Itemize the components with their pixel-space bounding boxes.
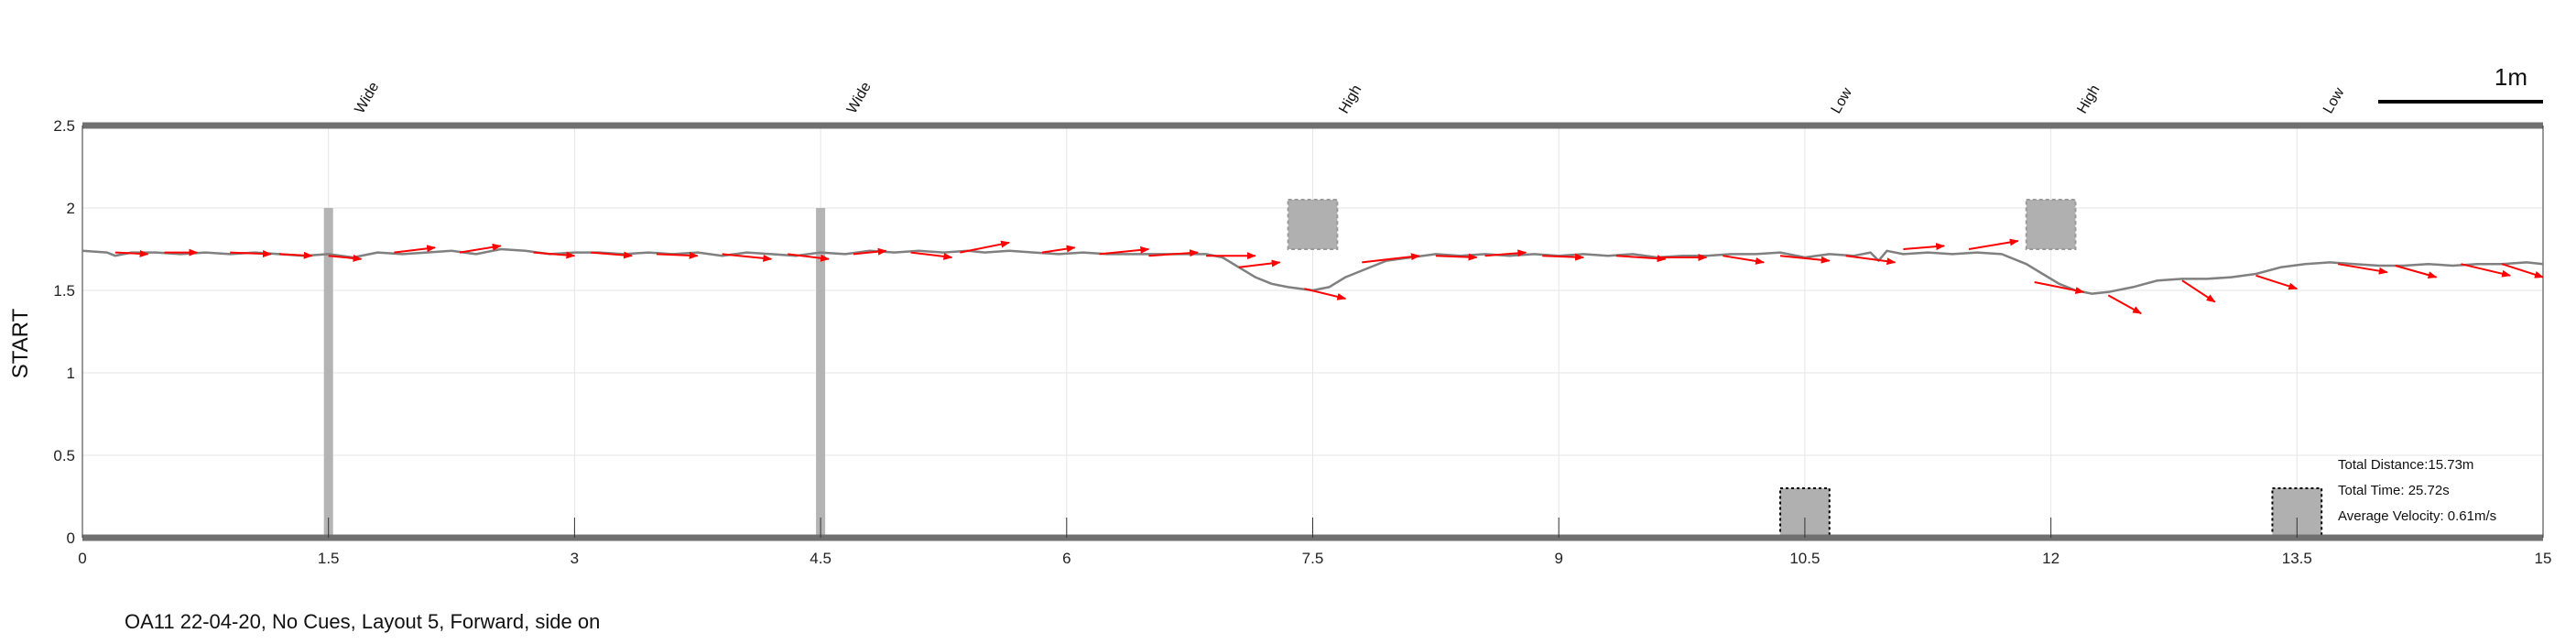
direction-arrow-30 bbox=[1903, 243, 1946, 251]
x-tick-label-5: 7.5 bbox=[1302, 550, 1324, 567]
cue-label-2: High bbox=[1336, 82, 1364, 116]
direction-arrow-32 bbox=[2034, 281, 2085, 294]
direction-arrow-4 bbox=[328, 254, 363, 262]
direction-arrow-22 bbox=[1435, 253, 1478, 261]
stats-box: Total Distance:15.73m Total Time: 25.72s… bbox=[2338, 457, 2496, 524]
direction-arrow-12 bbox=[853, 247, 887, 256]
total-distance: Total Distance:15.73m bbox=[2338, 457, 2473, 473]
direction-arrow-7 bbox=[533, 251, 576, 259]
x-tick-label-9: 13.5 bbox=[2282, 550, 2312, 567]
cue-label-5: Low bbox=[2321, 85, 2348, 116]
x-tick-label-3: 4.5 bbox=[810, 550, 831, 567]
x-tick-label-1: 1.5 bbox=[318, 550, 340, 567]
high-obstacle-2 bbox=[1287, 199, 1339, 250]
y-tick-label-5: 2.5 bbox=[53, 117, 75, 135]
direction-arrow-3 bbox=[278, 251, 313, 259]
direction-arrow-20 bbox=[1304, 288, 1347, 300]
direction-arrows bbox=[114, 238, 2544, 315]
figure-caption: OA11 22-04-20, No Cues, Layout 5, Forwar… bbox=[125, 610, 600, 633]
y-tick-label-4: 2 bbox=[67, 200, 75, 217]
y-tick-label-2: 1 bbox=[67, 365, 75, 382]
cue-label-0: Wide bbox=[352, 80, 382, 116]
direction-arrow-15 bbox=[1041, 245, 1076, 254]
scale-bar-label: 1m bbox=[2494, 63, 2527, 91]
direction-arrow-14 bbox=[960, 240, 1011, 254]
direction-arrow-25 bbox=[1615, 255, 1667, 263]
average-velocity: Average Velocity: 0.61m/s bbox=[2338, 508, 2496, 524]
direction-arrow-2 bbox=[230, 250, 273, 258]
y-tick-label-1: 0.5 bbox=[53, 447, 75, 464]
cue-label-4: High bbox=[2074, 82, 2103, 116]
axes bbox=[82, 122, 2544, 541]
direction-arrow-35 bbox=[2255, 274, 2299, 290]
x-tick-label-8: 12 bbox=[2042, 550, 2060, 567]
cue-labels: Wide Wide High Low High Low bbox=[352, 80, 2347, 116]
x-tick-label-10: 15 bbox=[2535, 550, 2552, 567]
direction-arrow-34 bbox=[2181, 279, 2216, 303]
direction-arrow-33 bbox=[2107, 294, 2142, 315]
grid-lines bbox=[82, 125, 2544, 539]
direction-arrow-16 bbox=[1099, 246, 1150, 256]
direction-arrow-39 bbox=[2501, 263, 2544, 278]
y-tick-label-3: 1.5 bbox=[53, 282, 75, 300]
direction-arrow-6 bbox=[459, 243, 502, 254]
direction-arrow-21 bbox=[1362, 253, 1420, 264]
direction-arrow-11 bbox=[788, 253, 831, 262]
direction-arrow-36 bbox=[2337, 263, 2388, 275]
wide-obstacle-1 bbox=[816, 208, 826, 538]
direction-arrow-17 bbox=[1148, 249, 1200, 257]
direction-arrow-28 bbox=[1779, 255, 1831, 264]
high-obstacle-4 bbox=[2025, 199, 2077, 250]
x-tick-label-6: 9 bbox=[1554, 550, 1562, 567]
wide-obstacle-0 bbox=[323, 208, 333, 538]
direction-arrow-24 bbox=[1542, 253, 1585, 261]
obstacles bbox=[323, 199, 2323, 539]
scale-bar: 1m bbox=[2378, 63, 2543, 104]
direction-arrow-27 bbox=[1723, 255, 1766, 265]
x-tick-label-2: 3 bbox=[571, 550, 579, 567]
cue-label-1: Wide bbox=[844, 80, 875, 116]
x-tick-label-0: 0 bbox=[78, 550, 86, 567]
cue-label-3: Low bbox=[1829, 85, 1856, 116]
direction-arrow-10 bbox=[722, 253, 773, 262]
direction-arrow-19 bbox=[1238, 259, 1281, 268]
direction-arrow-38 bbox=[2461, 263, 2512, 278]
y-axis-label: START bbox=[8, 308, 33, 378]
tick-labels: 0 1.5 3 4.5 6 7.5 9 10.5 12 13.5 15 0 0.5 1 1.5 2 2.5 bbox=[53, 117, 2551, 567]
x-tick-label-4: 6 bbox=[1062, 550, 1071, 567]
direction-arrow-9 bbox=[656, 251, 699, 259]
direction-arrow-13 bbox=[910, 251, 953, 260]
direction-arrow-31 bbox=[1968, 238, 2019, 250]
y-tick-label-0: 0 bbox=[67, 529, 75, 547]
direction-arrow-5 bbox=[394, 245, 437, 254]
direction-arrow-0 bbox=[114, 249, 149, 257]
direction-arrow-8 bbox=[591, 251, 634, 259]
total-time: Total Time: 25.72s bbox=[2338, 483, 2450, 498]
direction-arrow-37 bbox=[2395, 265, 2438, 279]
x-tick-label-7: 10.5 bbox=[1789, 550, 1820, 567]
direction-arrow-29 bbox=[1845, 255, 1897, 266]
direction-arrow-23 bbox=[1484, 249, 1527, 257]
